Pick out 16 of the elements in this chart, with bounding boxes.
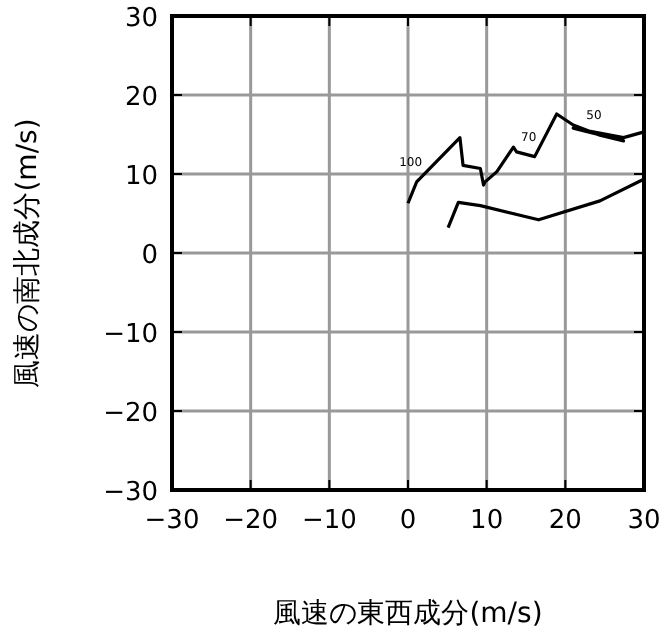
y-tick-label: 20 xyxy=(124,83,158,113)
y-axis-title: 風速の南北成分(m/s) xyxy=(12,118,44,388)
x-tick-label: −10 xyxy=(301,506,357,536)
y-tick-label: 30 xyxy=(124,4,158,34)
y-tick-label: −10 xyxy=(103,320,158,350)
y-tick-label: −20 xyxy=(103,399,158,429)
x-tick-label: −20 xyxy=(223,506,279,536)
y-tick-label: −30 xyxy=(103,478,158,508)
y-tick-label: 0 xyxy=(141,241,158,271)
x-tick-label: 20 xyxy=(548,506,582,536)
x-axis-title: 風速の東西成分(m/s) xyxy=(273,598,543,630)
x-tick-label: 30 xyxy=(627,506,661,536)
x-tick-label: −30 xyxy=(144,506,200,536)
y-tick-label: 10 xyxy=(124,162,158,192)
x-tick-label: 10 xyxy=(470,506,504,536)
x-tick-label: 0 xyxy=(399,506,417,536)
